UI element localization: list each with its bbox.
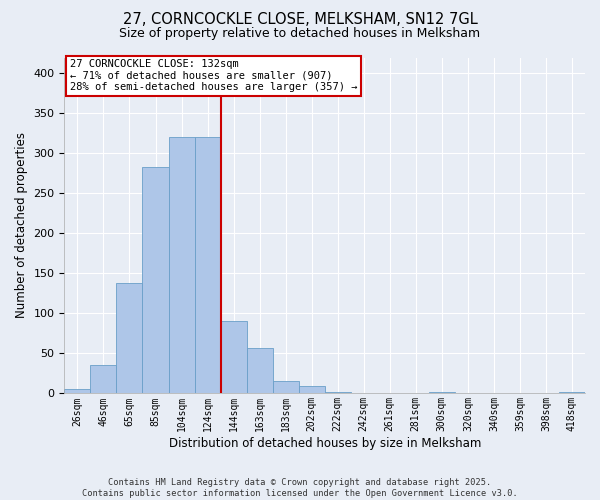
Bar [169,138,194,394]
Text: 27 CORNCOCKLE CLOSE: 132sqm
← 71% of detached houses are smaller (907)
28% of se: 27 CORNCOCKLE CLOSE: 132sqm ← 71% of det… [70,59,357,92]
X-axis label: Distribution of detached houses by size in Melksham: Distribution of detached houses by size … [169,437,481,450]
Bar [116,283,142,394]
Bar [559,392,585,394]
Bar [247,348,272,394]
Y-axis label: Number of detached properties: Number of detached properties [15,132,28,318]
Bar [91,366,116,394]
Text: Size of property relative to detached houses in Melksham: Size of property relative to detached ho… [119,28,481,40]
Bar [194,138,221,394]
Bar [299,386,325,394]
Bar [64,388,91,394]
Bar [272,380,299,394]
Text: Contains HM Land Registry data © Crown copyright and database right 2025.
Contai: Contains HM Land Registry data © Crown c… [82,478,518,498]
Bar [351,392,377,394]
Bar [221,322,247,394]
Bar [142,167,169,394]
Bar [507,392,533,394]
Text: 27, CORNCOCKLE CLOSE, MELKSHAM, SN12 7GL: 27, CORNCOCKLE CLOSE, MELKSHAM, SN12 7GL [122,12,478,28]
Bar [429,392,455,394]
Bar [325,392,351,394]
